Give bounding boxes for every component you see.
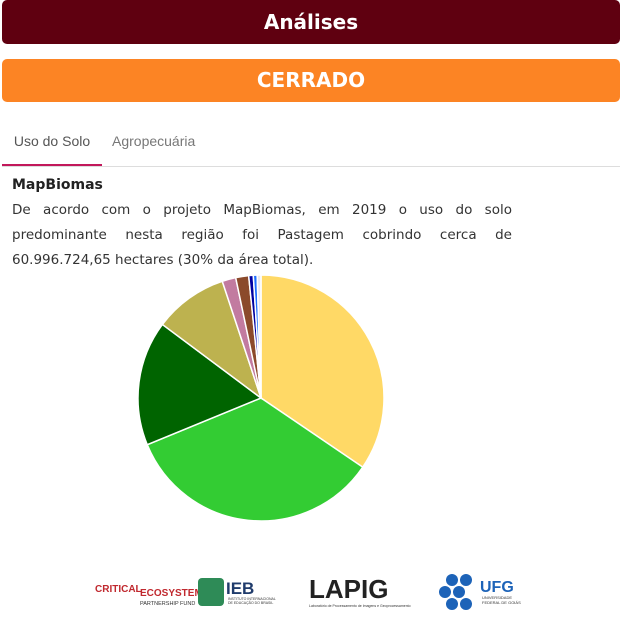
pie-slice	[137, 323, 263, 446]
pie-slice	[256, 274, 262, 399]
logo-text: UNIVERSIDADE	[482, 595, 512, 600]
logo-text: CRITICAL	[95, 584, 142, 595]
logo-text: PARTNERSHIP FUND	[140, 601, 195, 607]
logo-text: ECOSYSTEM	[140, 588, 203, 599]
logo-ufg: UFG UNIVERSIDADE FEDERAL DE GOIÁS	[439, 574, 521, 610]
logo-text: INSTITUTO INTERNACIONAL	[228, 597, 276, 601]
tab[interactable]: Agropecuária	[112, 133, 196, 149]
logo-text: FEDERAL DE GOIÁS	[482, 600, 521, 605]
logo-cepf: CRITICAL ECOSYSTEM PARTNERSHIP FUND	[95, 584, 203, 607]
logo-text: LAPIG	[309, 574, 388, 604]
header-title: Análises	[2, 0, 620, 44]
logo-text: Laboratório de Processamento de Imagens …	[309, 604, 411, 608]
section-title: MapBiomas	[12, 177, 103, 193]
pie-slice	[260, 274, 385, 469]
logo-text: DE EDUCAÇÃO DO BRASIL	[228, 600, 273, 605]
logo-lapig: LAPIG Laboratório de Processamento de Im…	[309, 574, 411, 608]
logo-text: IEB	[226, 579, 254, 598]
tab[interactable]: Uso do Solo	[2, 120, 102, 166]
logo-text: UFG	[480, 579, 514, 596]
tabs: Uso do Solo Agropecuária	[2, 120, 620, 167]
pie-slice	[161, 280, 263, 401]
region-title: CERRADO	[2, 59, 620, 102]
section-text: De acordo com o projeto MapBiomas, em 20…	[12, 202, 512, 268]
pie-slice	[146, 397, 364, 522]
logo-ieb: IEB INSTITUTO INTERNACIONAL DE EDUCAÇÃO …	[198, 578, 276, 606]
